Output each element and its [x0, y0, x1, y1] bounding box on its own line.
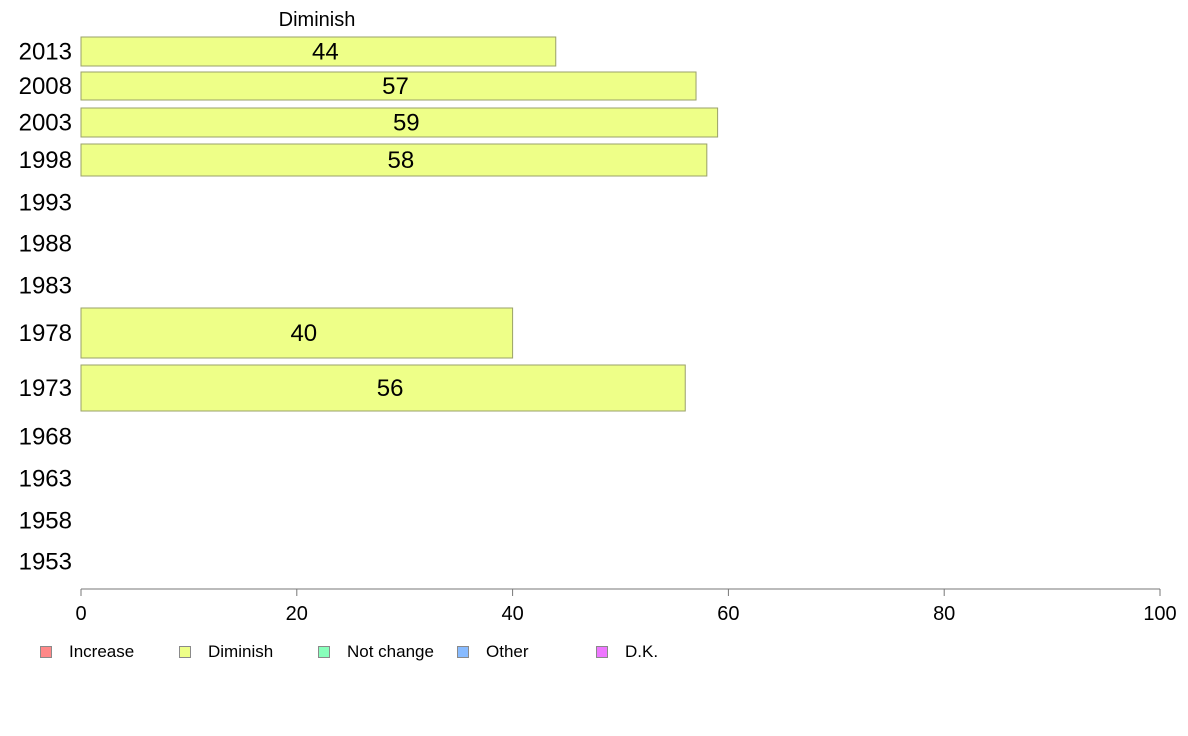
year-label-1963: 1963 — [19, 466, 72, 493]
bar-1978 — [80, 307, 514, 359]
legend-swatch-other — [457, 646, 469, 658]
year-label-2013: 2013 — [19, 39, 72, 66]
bar-1998 — [80, 143, 708, 177]
year-label-1953: 1953 — [19, 549, 72, 576]
bar-2013 — [80, 36, 557, 67]
x-tick-label-20: 20 — [286, 603, 308, 620]
legend-item-diminish: Diminish — [179, 641, 273, 663]
legend-label-diminish: Diminish — [208, 642, 274, 661]
year-label-1973: 1973 — [19, 375, 72, 402]
year-label-1958: 1958 — [19, 508, 72, 535]
year-label-1983: 1983 — [19, 273, 72, 300]
legend-swatch-diminish — [179, 646, 191, 658]
legend-label-increase: Increase — [69, 642, 135, 661]
year-label-1988: 1988 — [19, 231, 72, 258]
year-label-2008: 2008 — [19, 73, 72, 100]
legend-item-not-change: Not change — [318, 641, 434, 663]
legend-label-other: Other — [486, 642, 529, 661]
data-label-1973: 56 — [377, 375, 404, 402]
data-label-2013: 44 — [312, 39, 339, 66]
bar-2003 — [80, 107, 719, 138]
x-tick-label-80: 80 — [933, 603, 955, 620]
data-label-1978: 40 — [290, 320, 317, 347]
bars: 44 57 59 58 40 56 — [80, 36, 719, 412]
x-tick-label-40: 40 — [501, 603, 523, 620]
x-tick-label-100: 100 — [1143, 603, 1176, 620]
data-label-1998: 58 — [388, 147, 415, 174]
bar-1973 — [80, 364, 686, 412]
x-tick-label-60: 60 — [717, 603, 739, 620]
data-label-2008: 57 — [382, 73, 409, 100]
legend-swatch-dk — [596, 646, 608, 658]
year-labels: 2013 2008 2003 1998 1993 1988 1983 1978 1973 1968… — [19, 39, 72, 576]
bar-2008 — [80, 71, 697, 101]
x-axis: 0 20 40 60 80 100 — [75, 588, 1177, 620]
data-label-2003: 59 — [393, 110, 420, 137]
legend: Increase Diminish Not change Other D.K. — [40, 641, 940, 663]
chart: Diminish 2013 2008 2003 1998 1993 1988 1983 197… — [19, 9, 1177, 620]
year-label-1993: 1993 — [19, 190, 72, 217]
legend-label-dk: D.K. — [625, 642, 659, 661]
legend-swatch-increase — [40, 646, 52, 658]
year-label-1968: 1968 — [19, 424, 72, 451]
chart-title: Diminish — [279, 9, 356, 31]
year-label-1978: 1978 — [19, 320, 72, 347]
legend-label-not-change: Not change — [347, 642, 434, 661]
legend-item-increase: Increase — [40, 641, 134, 663]
legend-item-dk: D.K. — [596, 641, 658, 663]
legend-swatch-not-change — [318, 646, 330, 658]
year-label-2003: 2003 — [19, 110, 72, 137]
x-tick-label-0: 0 — [75, 603, 86, 620]
legend-item-other: Other — [457, 641, 529, 663]
year-label-1998: 1998 — [19, 147, 72, 174]
